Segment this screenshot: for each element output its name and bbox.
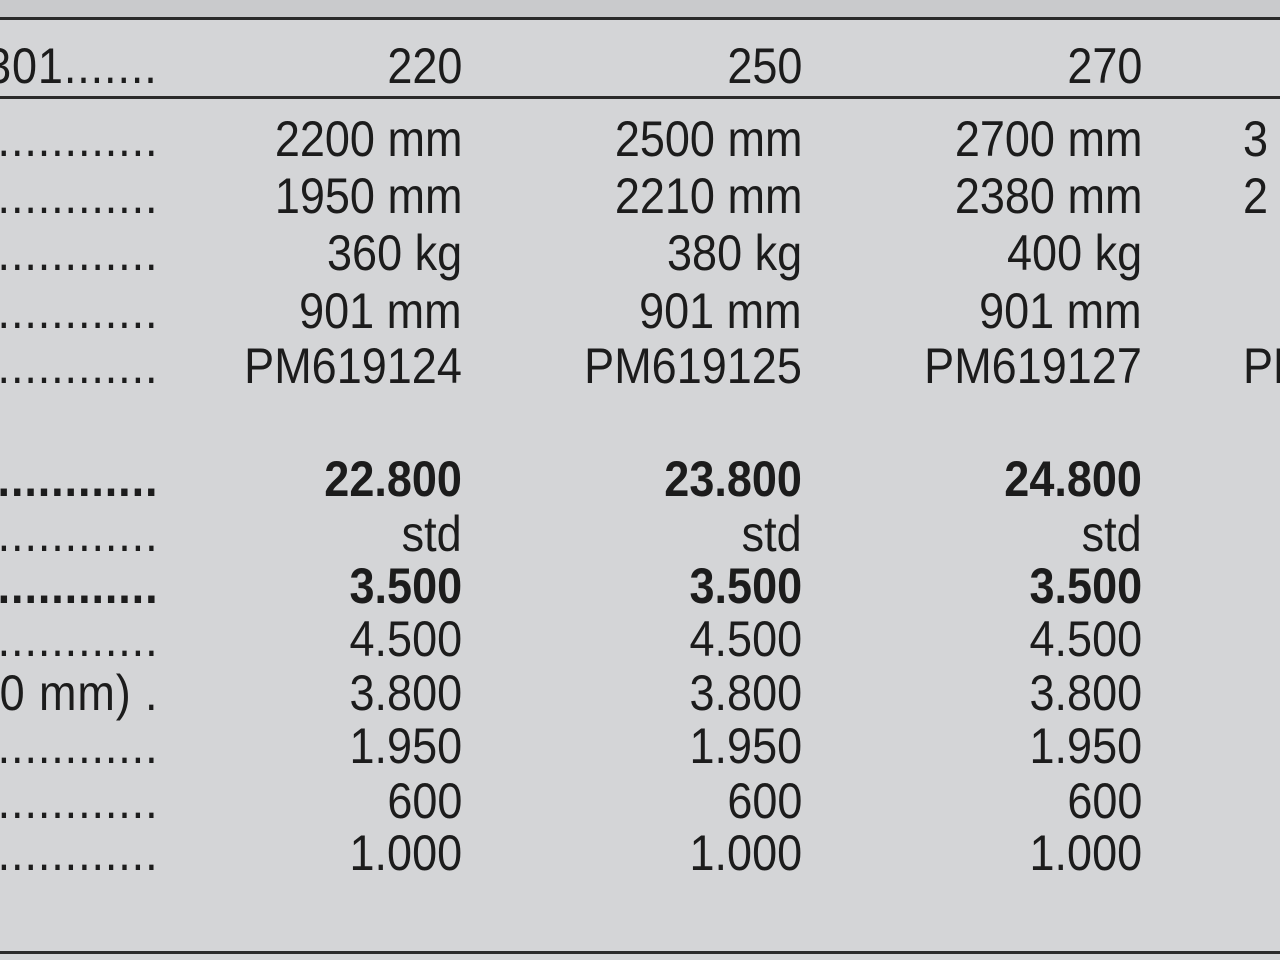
spec-value: 901 mm: [639, 283, 802, 339]
spec-value-partial: PM: [1243, 338, 1280, 394]
row-label: 0 mm) .: [0, 665, 158, 721]
spec-value-partial: 2: [1243, 168, 1269, 224]
spec-value: std: [1081, 506, 1142, 562]
row-label: ..............: [0, 718, 159, 774]
spec-value: 23.800: [664, 451, 802, 507]
row-label: ..............: [0, 825, 159, 881]
spec-value: 3.500: [689, 558, 802, 614]
spec-value: 901 mm: [299, 283, 462, 339]
spec-value: 2380 mm: [954, 168, 1142, 224]
row-label: ..............: [0, 558, 159, 614]
spec-value: 600: [386, 773, 462, 829]
spec-value: 4.500: [349, 611, 462, 667]
spec-value: 4.500: [689, 611, 802, 667]
header-rule: [0, 96, 1280, 99]
spec-value: 2200 mm: [274, 111, 462, 167]
spec-value: 1950 mm: [274, 168, 462, 224]
spec-value: 400 kg: [1006, 225, 1142, 281]
spec-value: std: [741, 506, 802, 562]
top-bar: [0, 0, 1280, 18]
row-label: ...............: [0, 451, 159, 507]
spec-value: 360 kg: [326, 225, 462, 281]
spec-value: 4.500: [1029, 611, 1142, 667]
row-label: ..............: [0, 611, 159, 667]
bottom-rule: [0, 951, 1280, 954]
spec-value: 3.800: [349, 665, 462, 721]
model-header: 220: [386, 38, 462, 94]
spec-value: 24.800: [1004, 451, 1142, 507]
spec-value: 600: [726, 773, 802, 829]
spec-value: 3.800: [1029, 665, 1142, 721]
row-label: ...............: [0, 283, 159, 339]
spec-value: 2700 mm: [954, 111, 1142, 167]
spec-value: 2500 mm: [614, 111, 802, 167]
spec-value: std: [401, 506, 462, 562]
spec-value: 3.800: [689, 665, 802, 721]
spec-value: 901 mm: [979, 283, 1142, 339]
spec-value: 3.500: [1029, 558, 1142, 614]
spec-value: 1.950: [1029, 718, 1142, 774]
spec-value: PM619125: [584, 338, 802, 394]
model-header: 270: [1066, 38, 1142, 94]
spec-value: 22.800: [324, 451, 462, 507]
spec-value: 2210 mm: [614, 168, 802, 224]
spec-value-partial: 3: [1243, 111, 1269, 167]
top-rule: [0, 17, 1280, 20]
spec-value: PM619124: [244, 338, 462, 394]
spec-value: 3.500: [349, 558, 462, 614]
row-label: ...............: [0, 111, 159, 167]
row-label: ...............: [0, 168, 159, 224]
spec-value: 1.000: [689, 825, 802, 881]
row-label: ...............: [0, 338, 159, 394]
header-label: 301.......: [0, 38, 158, 94]
spec-value: 380 kg: [666, 225, 802, 281]
row-label: ..............: [0, 506, 159, 562]
row-label: ..............: [0, 773, 159, 829]
spec-value: 1.000: [1029, 825, 1142, 881]
model-header: 250: [726, 38, 802, 94]
spec-value: 600: [1066, 773, 1142, 829]
spec-value: 1.950: [689, 718, 802, 774]
row-label: ...............: [0, 225, 159, 281]
spec-value: 1.000: [349, 825, 462, 881]
spec-value: PM619127: [924, 338, 1142, 394]
spec-value: 1.950: [349, 718, 462, 774]
